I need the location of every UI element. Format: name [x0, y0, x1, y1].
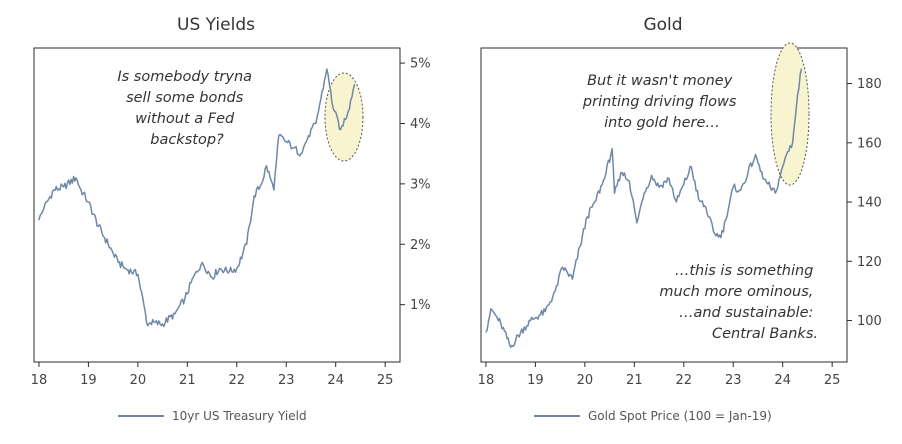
yields-title: US Yields — [177, 15, 255, 35]
gold-y-tick-label: 100 — [857, 314, 882, 329]
yields-x-tick-label: 24 — [327, 373, 344, 388]
yields-annotation-line: without a Fed — [135, 111, 235, 127]
gold-annotation-bottom: …this is something much more ominous, …a… — [659, 263, 818, 342]
gold-y-tick-label: 160 — [857, 136, 882, 151]
yields-y-tick-label: 4% — [410, 117, 431, 132]
gold-x-tick-label: 25 — [824, 373, 841, 388]
gold-legend-label: Gold Spot Price (100 = Jan-19) — [588, 409, 772, 423]
yields-y-tick-label: 5% — [410, 57, 431, 72]
yields-panel: US Yields 18 19 20 21 22 23 24 25 1% 2% 3% 4% 5% Is… — [31, 15, 431, 423]
gold-annotation-line: into gold here… — [604, 115, 720, 131]
yields-x-tick-label: 25 — [377, 373, 394, 388]
yields-y-tick-label: 1% — [410, 298, 431, 313]
yields-x-tick-label: 20 — [130, 373, 147, 388]
gold-annotation-line: Central Banks. — [712, 326, 818, 342]
yields-x-tick-label: 22 — [229, 373, 246, 388]
yields-x-tick-label: 21 — [179, 373, 196, 388]
gold-annotation-line: printing driving flows — [582, 94, 737, 110]
gold-annotation-line: But it wasn't money — [587, 73, 733, 89]
gold-x-tick-label: 22 — [676, 373, 693, 388]
gold-x-tick-label: 18 — [478, 373, 495, 388]
gold-annotation-line: much more ominous, — [659, 284, 813, 300]
gold-x-axis: 18 19 20 21 22 23 24 25 — [478, 362, 841, 388]
yields-annotation-line: backstop? — [150, 132, 224, 148]
yields-y-tick-label: 2% — [410, 238, 431, 253]
yields-annotation: Is somebody tryna sell some bonds withou… — [117, 69, 256, 148]
gold-y-tick-label: 120 — [857, 255, 882, 270]
yields-x-tick-label: 19 — [80, 373, 97, 388]
gold-title: Gold — [643, 15, 682, 35]
gold-x-tick-label: 20 — [577, 373, 594, 388]
gold-x-tick-label: 21 — [626, 373, 643, 388]
yields-y-tick-label: 3% — [410, 177, 431, 192]
gold-series-line — [485, 68, 803, 348]
yields-x-axis: 18 19 20 21 22 23 24 25 — [31, 362, 394, 388]
gold-highlight-ellipse — [770, 42, 810, 186]
gold-x-tick-label: 19 — [527, 373, 544, 388]
yields-series-line — [38, 68, 356, 328]
yields-x-tick-label: 23 — [278, 373, 295, 388]
yields-annotation-line: Is somebody tryna — [117, 69, 252, 85]
yields-x-tick-label: 18 — [31, 373, 48, 388]
yields-legend-label: 10yr US Treasury Yield — [172, 409, 307, 423]
gold-x-tick-label: 24 — [774, 373, 791, 388]
gold-y-tick-label: 140 — [857, 196, 882, 211]
gold-panel: Gold 18 19 20 21 22 23 24 25 100 120 140 160 180 Bu… — [478, 15, 882, 423]
gold-y-axis: 100 120 140 160 180 — [847, 77, 882, 329]
yields-y-axis: 1% 2% 3% 4% 5% — [400, 57, 431, 313]
gold-annotation-line: …this is something — [675, 263, 814, 279]
gold-x-tick-label: 23 — [725, 373, 742, 388]
gold-annotation-line: …and sustainable: — [679, 305, 813, 321]
yields-annotation-line: sell some bonds — [126, 90, 244, 106]
gold-y-tick-label: 180 — [857, 77, 882, 92]
yields-highlight-ellipse — [324, 72, 364, 162]
gold-annotation-top: But it wasn't money printing driving flo… — [582, 73, 741, 131]
